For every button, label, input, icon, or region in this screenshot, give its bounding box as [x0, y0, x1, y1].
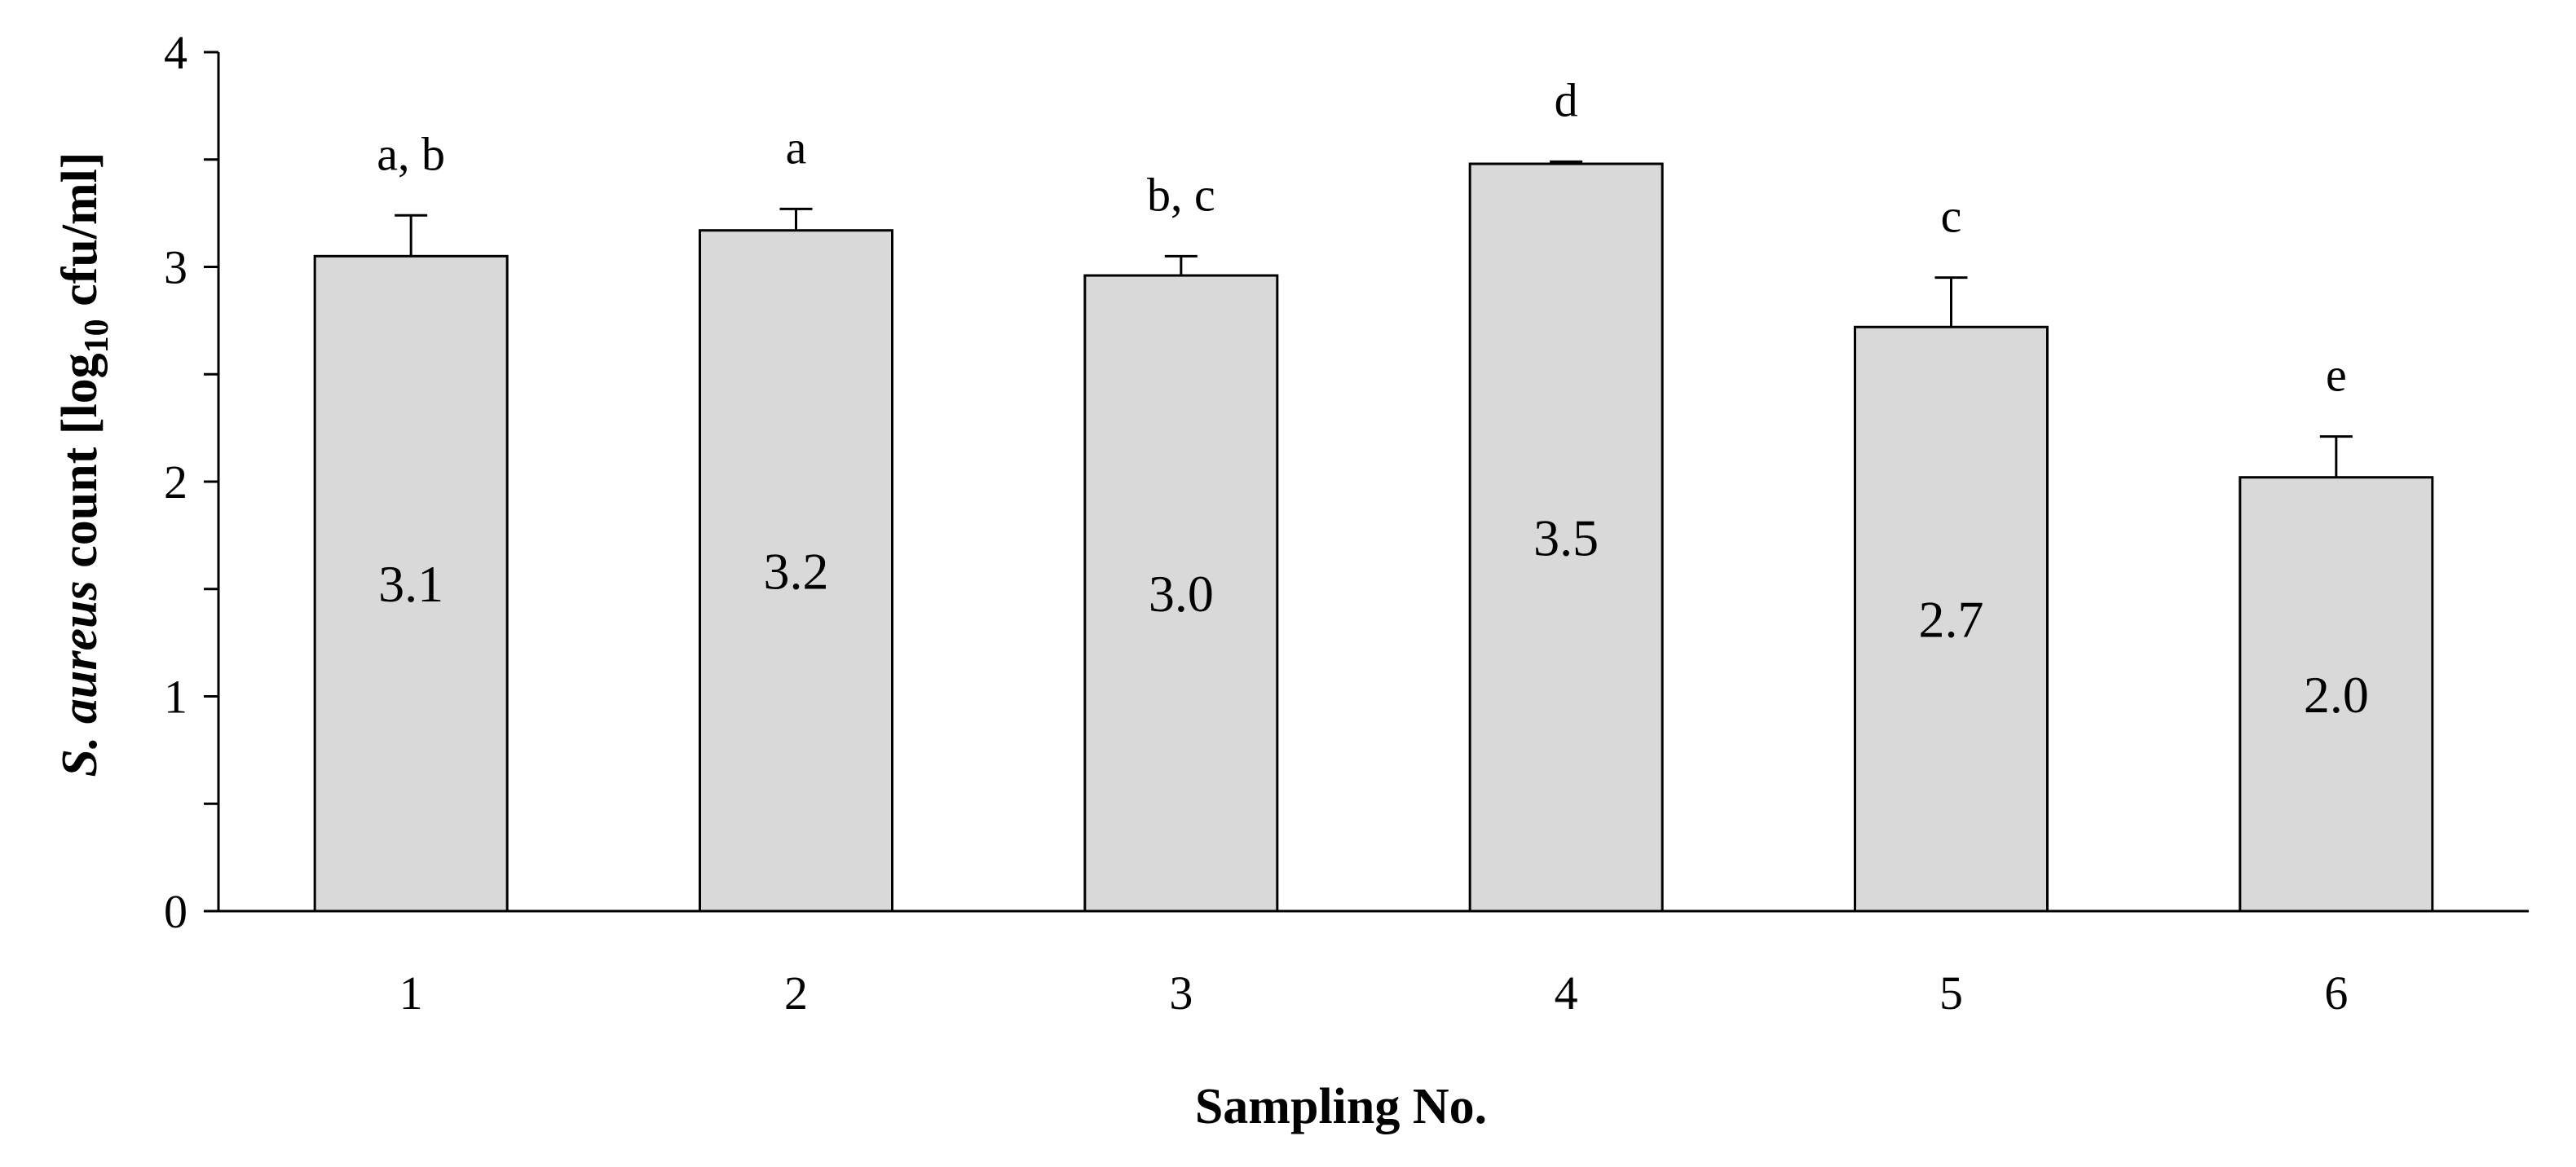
data-label: 3.0: [1149, 565, 1214, 623]
bar: [1083, 274, 1279, 913]
bar: [2239, 476, 2434, 913]
x-tick-label: 5: [1939, 967, 1963, 1019]
significance-label: e: [2326, 349, 2347, 402]
y-axis-title-text: count [log: [52, 353, 108, 580]
significance-label: a, b: [377, 127, 445, 180]
y-axis-title-subscript: 10: [78, 319, 116, 353]
x-tick-label: 4: [1555, 967, 1578, 1019]
y-tick-label: 4: [164, 26, 187, 79]
data-label: 3.2: [764, 542, 829, 600]
y-tick-label: 0: [164, 885, 187, 938]
y-tick-label: 2: [164, 456, 187, 509]
significance-label: c: [1941, 190, 1962, 243]
y-tick-label: 3: [164, 241, 187, 294]
significance-label: d: [1555, 73, 1578, 126]
y-axis-title: S. aureus count [log10 cfu/ml]: [52, 152, 116, 777]
significance-label: b, c: [1147, 168, 1215, 221]
y-axis-title-italic: S. aureus: [52, 580, 108, 777]
data-label: 2.7: [1919, 591, 1984, 649]
data-label: 3.1: [378, 555, 443, 613]
x-tick-label: 3: [1169, 967, 1193, 1019]
x-tick-label: 2: [784, 967, 808, 1019]
x-tick-label: 6: [2324, 967, 2348, 1019]
x-tick-label: 1: [399, 967, 423, 1019]
significance-label: a: [786, 121, 807, 174]
y-axis-title-unit: cfu/ml]: [52, 152, 108, 319]
y-tick-label: 1: [164, 671, 187, 724]
data-label: 3.5: [1533, 509, 1599, 567]
bar: [1854, 325, 2049, 913]
data-label: 2.0: [2304, 666, 2369, 724]
x-axis-title: Sampling No.: [1195, 1079, 1487, 1134]
plot-area: 3.1 a, b 1 3.2 a 2 3.0 b, c 3 3.5 d 4 2.7 c 5 2.0 e 6 0 1 2 3…: [164, 26, 2529, 1019]
bar: [313, 254, 509, 913]
